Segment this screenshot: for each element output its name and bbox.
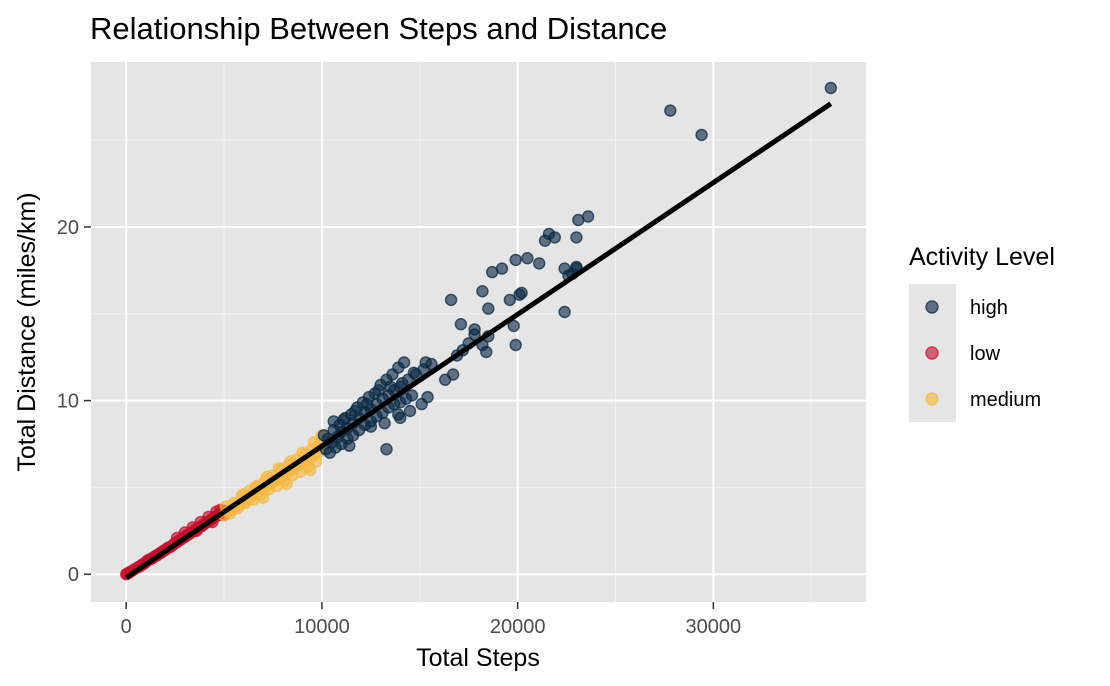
grid-minor xyxy=(91,62,866,602)
data-point-high xyxy=(372,384,385,397)
data-point-high xyxy=(503,293,516,307)
legend-key-high xyxy=(925,300,939,314)
x-tick-label: 0 xyxy=(121,616,132,638)
legend-label-low: low xyxy=(970,343,1001,365)
data-point-high xyxy=(444,293,458,307)
data-point-high xyxy=(824,81,837,95)
data-point-high xyxy=(394,411,407,425)
data-point-high xyxy=(384,380,397,393)
data-point-high xyxy=(349,404,362,418)
data-point-high xyxy=(482,302,495,315)
x-tick-label: 30000 xyxy=(686,616,742,638)
chart-title: Relationship Between Steps and Distance xyxy=(90,11,667,46)
data-point-high xyxy=(378,417,391,430)
data-point-high xyxy=(360,397,374,411)
data-point-high xyxy=(337,413,350,426)
y-axis-ticks: 0 10 20 xyxy=(57,217,91,586)
data-point-high xyxy=(581,210,595,223)
legend-key-low xyxy=(925,346,939,360)
y-tick-label: 0 xyxy=(68,564,79,586)
data-point-high xyxy=(343,439,356,452)
data-point-medium xyxy=(307,436,321,449)
legend-title: Activity Level xyxy=(909,243,1055,271)
data-point-high xyxy=(468,323,481,336)
data-point-high xyxy=(317,429,331,442)
data-point-high xyxy=(396,377,409,390)
data-point-high xyxy=(521,252,534,265)
data-point-high xyxy=(446,368,460,381)
y-tick-label: 20 xyxy=(57,217,79,239)
x-axis-ticks: 0 10000 20000 30000 xyxy=(121,602,741,638)
grid-major xyxy=(91,62,866,602)
data-point-high xyxy=(403,404,417,418)
data-point-medium xyxy=(304,463,317,477)
x-axis-title: Total Steps xyxy=(416,644,540,672)
y-tick-label: 10 xyxy=(57,391,79,413)
data-point-high xyxy=(421,390,434,404)
data-point-medium xyxy=(309,455,323,468)
legend-items: high low medium xyxy=(925,297,1041,411)
data-point-high xyxy=(509,253,522,267)
data-point-high xyxy=(397,356,411,369)
data-point-high xyxy=(509,338,522,352)
data-point-high xyxy=(495,262,509,275)
y-axis-title: Total Distance (miles/km) xyxy=(13,192,41,471)
data-point-high xyxy=(695,128,708,142)
data-point-high xyxy=(419,356,432,369)
data-point-high xyxy=(570,231,583,244)
data-point-high xyxy=(454,318,468,331)
data-point-high xyxy=(405,389,419,402)
legend: Activity Level high low medium xyxy=(909,243,1055,422)
x-tick-label: 10000 xyxy=(294,616,350,638)
trend-line xyxy=(124,101,833,580)
data-point-high xyxy=(548,231,561,244)
data-point-high xyxy=(476,285,489,298)
legend-label-high: high xyxy=(970,297,1008,319)
data-point-high xyxy=(380,443,393,456)
data-point-medium xyxy=(280,477,293,491)
data-point-high xyxy=(480,345,493,359)
data-point-high xyxy=(664,104,677,117)
legend-label-medium: medium xyxy=(970,389,1041,411)
data-point-high xyxy=(533,257,546,270)
data-point-high xyxy=(407,366,421,379)
data-point-high xyxy=(558,305,571,319)
legend-key-medium xyxy=(925,392,939,406)
data-point-high xyxy=(364,420,378,433)
x-tick-label: 20000 xyxy=(490,616,546,638)
data-point-high xyxy=(515,286,528,300)
data-point-medium xyxy=(257,491,270,504)
data-point-high xyxy=(507,319,520,333)
